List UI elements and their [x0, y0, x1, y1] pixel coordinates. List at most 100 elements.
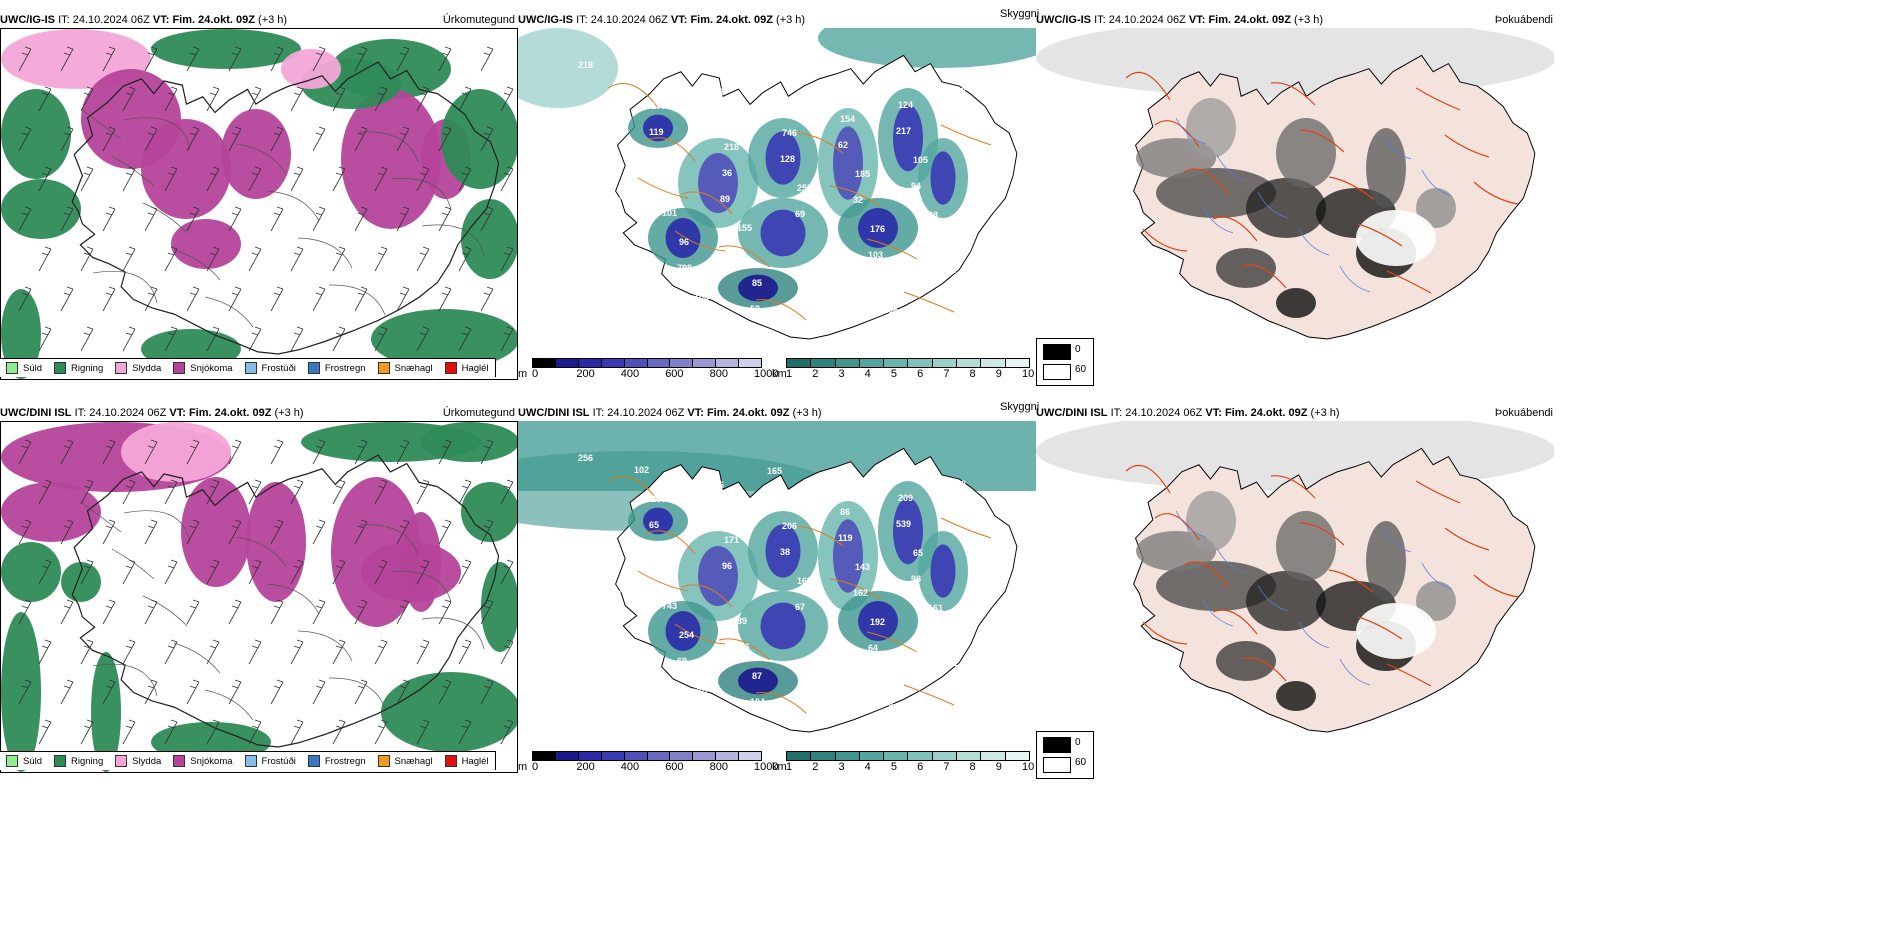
- visibility-swatch: [859, 752, 885, 760]
- station-value: 134: [810, 657, 825, 667]
- cloud-base-tick: 1000: [754, 761, 779, 773]
- cloud-base-swatch: [739, 752, 762, 760]
- visibility-swatch: [811, 359, 836, 367]
- visibility-tick: 9: [995, 368, 1002, 380]
- station-value: 218: [724, 142, 739, 152]
- legend-item: Frostregn: [307, 755, 366, 767]
- panel-header: UWC/IG-IS IT: 24.10.2024 06Z VT: Fim. 24…: [1036, 12, 1556, 28]
- precip-area: [246, 482, 306, 602]
- station-value: 70: [825, 712, 835, 722]
- station-value: 81: [621, 251, 631, 261]
- station-value: 65: [649, 520, 659, 530]
- cloud-base-area: [738, 667, 778, 695]
- panel-header: UWC/IG-IS IT: 24.10.2024 06Z VT: Fim. 24…: [0, 12, 518, 28]
- river-network: [1175, 510, 1453, 686]
- station-value: 89: [737, 616, 747, 626]
- precip-area: [281, 49, 341, 89]
- fog-index-area: [1216, 248, 1276, 288]
- legend-item: Snjókoma: [173, 755, 233, 767]
- legend-label: Snæhagl: [394, 755, 433, 767]
- visibility-unit: km: [772, 368, 787, 380]
- cloud-base-swatch: [670, 359, 694, 367]
- visibility-layer: 256 203 171 163 192 731 204 166 206 143 161 210 207 1…: [518, 421, 1036, 751]
- panel-header: UWC/DINI ISL IT: 24.10.2024 06Z VT: Fim.…: [1036, 405, 1556, 421]
- cloud-base-swatch: [647, 752, 671, 760]
- station-value: 72: [692, 318, 702, 328]
- station-value: 165: [767, 466, 782, 476]
- station-value: 213: [707, 113, 722, 123]
- station-value: 241: [619, 670, 634, 680]
- station-value: 207: [694, 685, 709, 695]
- legend-swatch: [54, 362, 67, 374]
- fog-panel-top: UWC/IG-IS IT: 24.10.2024 06Z VT: Fim. 24…: [1036, 12, 1556, 380]
- station-value: 128: [780, 154, 795, 164]
- init-time: 24.10.2024 06Z: [607, 407, 685, 419]
- station-value: 119: [881, 71, 896, 81]
- station-value: 61: [954, 112, 964, 122]
- station-value: 105: [913, 155, 928, 165]
- station-value: 539: [896, 519, 911, 529]
- cloud-base-swatch: [716, 752, 740, 760]
- station-value: 192: [870, 617, 885, 627]
- cloud-base-area: [893, 497, 923, 565]
- legend-label: Frostregn: [324, 755, 366, 767]
- visibility-tick: 3: [838, 368, 845, 380]
- station-value: 249: [692, 711, 707, 721]
- station-value: 798: [677, 263, 692, 273]
- legend-item: Snæhagl: [377, 362, 433, 374]
- panel-title: Þokuábendi: [1494, 14, 1553, 26]
- init-time: 24.10.2024 06Z: [590, 14, 668, 26]
- station-value: 217: [896, 126, 911, 136]
- station-value: 74: [619, 277, 629, 287]
- legend-label: Frostúði: [261, 755, 296, 767]
- station-value: 94: [911, 181, 921, 191]
- legend-label: Slydda: [132, 362, 162, 374]
- precip-area: [91, 652, 121, 772]
- init-label: IT:: [58, 14, 70, 26]
- valid-time: Fim. 24.okt. 09Z: [706, 407, 790, 419]
- station-value: 96: [679, 237, 689, 247]
- station-value: 256: [578, 453, 593, 463]
- cloud-base-swatch: [555, 359, 579, 367]
- valid-label: VT:: [1205, 407, 1222, 419]
- visibility-tick: 2: [812, 761, 819, 773]
- cloud-base-swatch: [670, 752, 694, 760]
- fog-map: [1036, 421, 1554, 751]
- cloud-base-area: [665, 218, 701, 258]
- legend-label: Haglél: [461, 362, 489, 374]
- cloud-base-swatch: [578, 752, 602, 760]
- station-value: 108: [606, 196, 621, 206]
- cloud-base-swatch: [533, 359, 556, 367]
- station-value: 162: [853, 588, 868, 598]
- visibility-unit: km: [772, 761, 787, 773]
- fog-map: [1036, 28, 1554, 358]
- cloud-base-tick: 400: [620, 368, 640, 380]
- cloud-base-swatch: [693, 752, 717, 760]
- legend-swatch: [377, 362, 390, 374]
- station-value: 291: [604, 615, 619, 625]
- legend-swatch: [173, 755, 186, 767]
- visibility-panel-bottom: UWC/DINI ISL IT: 24.10.2024 06Z VT: Fim.…: [518, 401, 1039, 773]
- panel-header: UWC/DINI ISL IT: 24.10.2024 06Z VT: Fim.…: [0, 405, 518, 421]
- precip-area: [61, 562, 101, 602]
- fog-index-area: [1246, 571, 1326, 631]
- cloud-base-swatch: [555, 752, 579, 760]
- precip-area: [481, 562, 517, 652]
- precip-area: [1, 612, 41, 772]
- station-value: 69: [735, 249, 745, 259]
- precip-area: [121, 422, 231, 482]
- panel-title: Þokuábendi: [1494, 407, 1553, 419]
- station-value: 116: [735, 642, 750, 652]
- cloud-base-tick: 800: [709, 761, 728, 773]
- cloud-base-tick: 200: [576, 761, 595, 773]
- fog-index-area: [1186, 491, 1236, 551]
- station-value: 89: [720, 194, 730, 204]
- visibility-tick: 5: [890, 368, 897, 380]
- legend-item: Slydda: [115, 362, 161, 374]
- station-value: 166: [709, 480, 724, 490]
- visibility-swatch: [787, 359, 812, 367]
- fog-legend-bottom: 0 60: [1036, 731, 1094, 779]
- visibility-tick: 4: [864, 761, 871, 773]
- legend-label: Slydda: [132, 755, 162, 767]
- valid-label: VT:: [1188, 14, 1206, 26]
